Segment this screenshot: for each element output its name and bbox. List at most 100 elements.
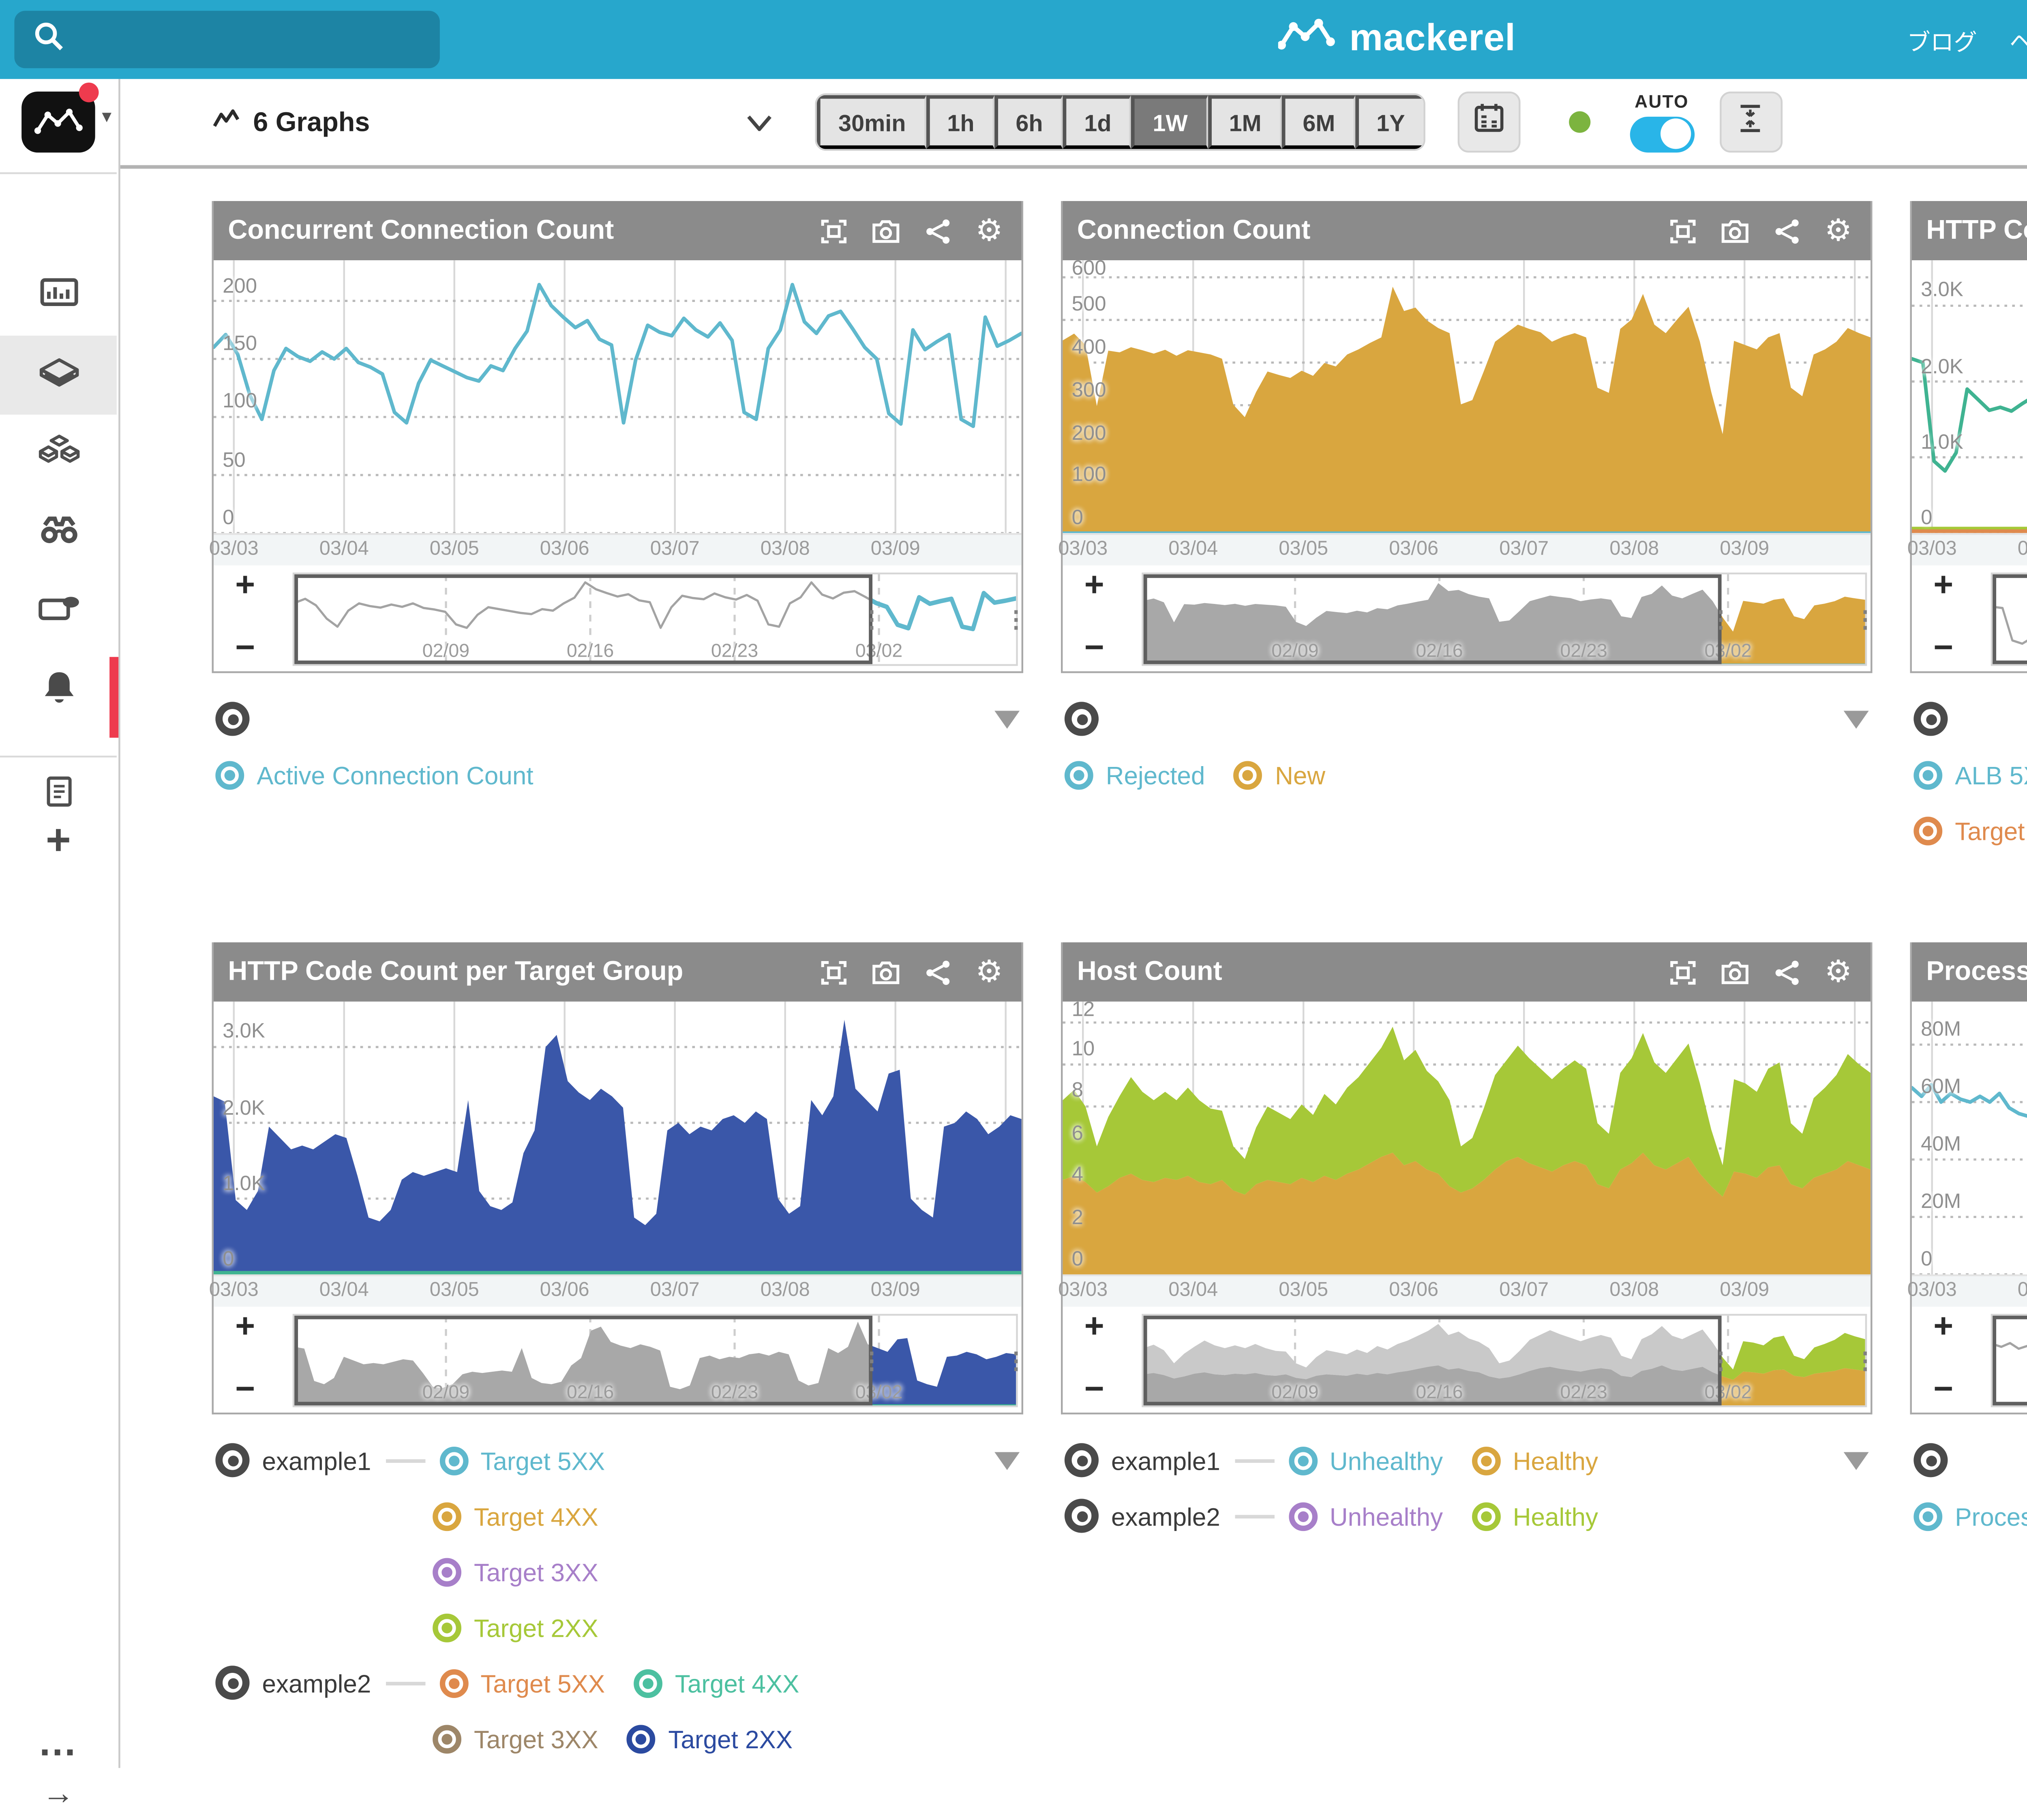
legend-item[interactable]: Target 3XX bbox=[433, 1557, 598, 1586]
camera-icon[interactable] bbox=[1716, 954, 1752, 990]
legend-item[interactable]: Target 3XX bbox=[1913, 816, 2027, 845]
nav-link-blog[interactable]: ブログ bbox=[1907, 28, 1977, 55]
range-selection[interactable] bbox=[1993, 1315, 2027, 1406]
camera-icon[interactable] bbox=[1716, 213, 1752, 249]
focus-target-icon[interactable] bbox=[1913, 702, 1948, 736]
time-range-6h[interactable]: 6h bbox=[994, 95, 1063, 149]
legend-item[interactable]: Target 3XX bbox=[433, 1724, 598, 1753]
time-range-1Y[interactable]: 1Y bbox=[1355, 95, 1423, 149]
sidebar-collapse-button[interactable]: → bbox=[0, 1766, 117, 1820]
focus-target-icon[interactable] bbox=[1064, 702, 1099, 736]
range-handle-right[interactable]: ⋮ bbox=[1004, 606, 1028, 633]
focus-target-icon[interactable] bbox=[1064, 1443, 1099, 1477]
sidebar-item-services[interactable] bbox=[0, 415, 117, 494]
legend-item[interactable]: Healthy bbox=[1471, 1501, 1598, 1530]
zoom-out-button[interactable]: − bbox=[1084, 1371, 1104, 1409]
range-handle-left[interactable]: ⋮ bbox=[860, 1347, 884, 1374]
range-selection[interactable] bbox=[1143, 574, 1721, 664]
camera-icon[interactable] bbox=[867, 213, 903, 249]
legend-dropdown-icon[interactable] bbox=[1843, 1451, 1869, 1469]
legend-item[interactable]: Processed Bytes bbox=[1913, 1501, 2027, 1530]
legend-item[interactable]: Target 2XX bbox=[433, 1612, 598, 1642]
focus-target-icon[interactable] bbox=[1913, 1443, 1948, 1477]
time-range-1d[interactable]: 1d bbox=[1063, 95, 1131, 149]
graph-plot[interactable]: 0 50 100 150 200 bbox=[213, 260, 1022, 533]
range-handle-right[interactable]: ⋮ bbox=[1853, 1347, 1877, 1374]
chevron-down-icon[interactable] bbox=[747, 109, 772, 135]
legend-item[interactable]: Target 4XX bbox=[633, 1668, 799, 1697]
zoom-in-button[interactable]: + bbox=[1084, 1308, 1104, 1347]
gear-icon[interactable]: ⚙ bbox=[1824, 955, 1852, 989]
sidebar-item-dashboards[interactable] bbox=[0, 257, 117, 336]
share-icon[interactable] bbox=[1768, 954, 1804, 990]
zoom-in-button[interactable]: + bbox=[1084, 567, 1104, 605]
gear-icon[interactable]: ⚙ bbox=[975, 955, 1003, 989]
legend-item[interactable]: Unhealthy bbox=[1288, 1445, 1443, 1475]
legend-item[interactable]: Target 4XX bbox=[433, 1501, 598, 1530]
zoom-in-button[interactable]: + bbox=[235, 567, 255, 605]
legend-dropdown-icon[interactable] bbox=[1843, 710, 1869, 728]
share-icon[interactable] bbox=[1768, 213, 1804, 249]
expand-icon[interactable] bbox=[1664, 954, 1700, 990]
legend-item[interactable]: Active Connection Count bbox=[215, 760, 534, 789]
graph-plot[interactable]: 0 20M 40M 60M 80M bbox=[1911, 1001, 2027, 1274]
time-range-1W[interactable]: 1W bbox=[1131, 95, 1208, 149]
legend-dropdown-icon[interactable] bbox=[994, 710, 1020, 728]
sidebar-item-new[interactable]: + bbox=[0, 815, 117, 869]
sidebar-item-monitors[interactable] bbox=[0, 494, 117, 573]
graph-plot[interactable]: 0 1.0K 2.0K 3.0K bbox=[213, 1001, 1022, 1274]
share-icon[interactable] bbox=[919, 213, 955, 249]
sidebar-org-avatar[interactable] bbox=[21, 91, 95, 153]
time-range-6M[interactable]: 6M bbox=[1281, 95, 1355, 149]
gear-icon[interactable]: ⚙ bbox=[1824, 213, 1852, 248]
org-switcher-caret-icon[interactable]: ▼ bbox=[99, 107, 115, 126]
zoom-out-button[interactable]: − bbox=[1933, 1371, 1954, 1409]
time-range-30min[interactable]: 30min bbox=[816, 95, 926, 149]
global-search-input[interactable] bbox=[79, 24, 427, 55]
zoom-out-button[interactable]: − bbox=[1084, 630, 1104, 668]
legend-item[interactable]: Unhealthy bbox=[1288, 1501, 1443, 1530]
legend-item[interactable]: Healthy bbox=[1471, 1445, 1598, 1475]
legend-item[interactable]: New bbox=[1234, 760, 1325, 789]
range-selection[interactable] bbox=[294, 1315, 872, 1406]
legend-item[interactable]: Target 2XX bbox=[627, 1724, 793, 1753]
graph-plot[interactable]: 0 100 200 300 400 500 600 bbox=[1063, 260, 1871, 533]
graph-plot[interactable]: 0 2 4 6 8 10 12 bbox=[1063, 1001, 1871, 1274]
range-handle-right[interactable]: ⋮ bbox=[1004, 1347, 1028, 1374]
sidebar-item-hosts[interactable] bbox=[0, 336, 117, 415]
range-selection[interactable] bbox=[294, 574, 872, 664]
expand-icon[interactable] bbox=[1664, 213, 1700, 249]
global-search[interactable] bbox=[14, 11, 440, 69]
zoom-out-button[interactable]: − bbox=[1933, 630, 1954, 668]
expand-icon[interactable] bbox=[815, 213, 851, 249]
sidebar-more-button[interactable]: … bbox=[0, 1716, 117, 1770]
auto-refresh-toggle[interactable]: AUTO bbox=[1629, 92, 1694, 152]
graph-plot[interactable]: 0 1.0K 2.0K 3.0K bbox=[1911, 260, 2027, 533]
focus-target-icon[interactable] bbox=[215, 1666, 250, 1700]
legend-item[interactable]: Rejected bbox=[1064, 760, 1205, 789]
range-handle-left[interactable]: ⋮ bbox=[1709, 606, 1733, 633]
gear-icon[interactable]: ⚙ bbox=[975, 213, 1003, 248]
range-handle-right[interactable]: ⋮ bbox=[1853, 606, 1877, 633]
calendar-button[interactable] bbox=[1457, 91, 1520, 153]
time-range-1h[interactable]: 1h bbox=[926, 95, 994, 149]
sidebar-item-alerts[interactable] bbox=[0, 651, 117, 730]
sidebar-item-docs[interactable] bbox=[0, 768, 117, 822]
camera-icon[interactable] bbox=[867, 954, 903, 990]
time-range-1M[interactable]: 1M bbox=[1207, 95, 1281, 149]
legend-item[interactable]: ALB 5XX bbox=[1913, 760, 2027, 789]
sidebar-item-channels[interactable] bbox=[0, 573, 117, 652]
timeshift-button[interactable] bbox=[1719, 91, 1782, 153]
legend-item[interactable]: Target 5XX bbox=[439, 1668, 605, 1697]
nav-link-help[interactable]: ヘルプ bbox=[2010, 22, 2027, 56]
range-handle-left[interactable]: ⋮ bbox=[860, 606, 884, 633]
legend-dropdown-icon[interactable] bbox=[994, 1451, 1020, 1469]
range-handle-left[interactable]: ⋮ bbox=[1709, 1347, 1733, 1374]
expand-icon[interactable] bbox=[815, 954, 851, 990]
